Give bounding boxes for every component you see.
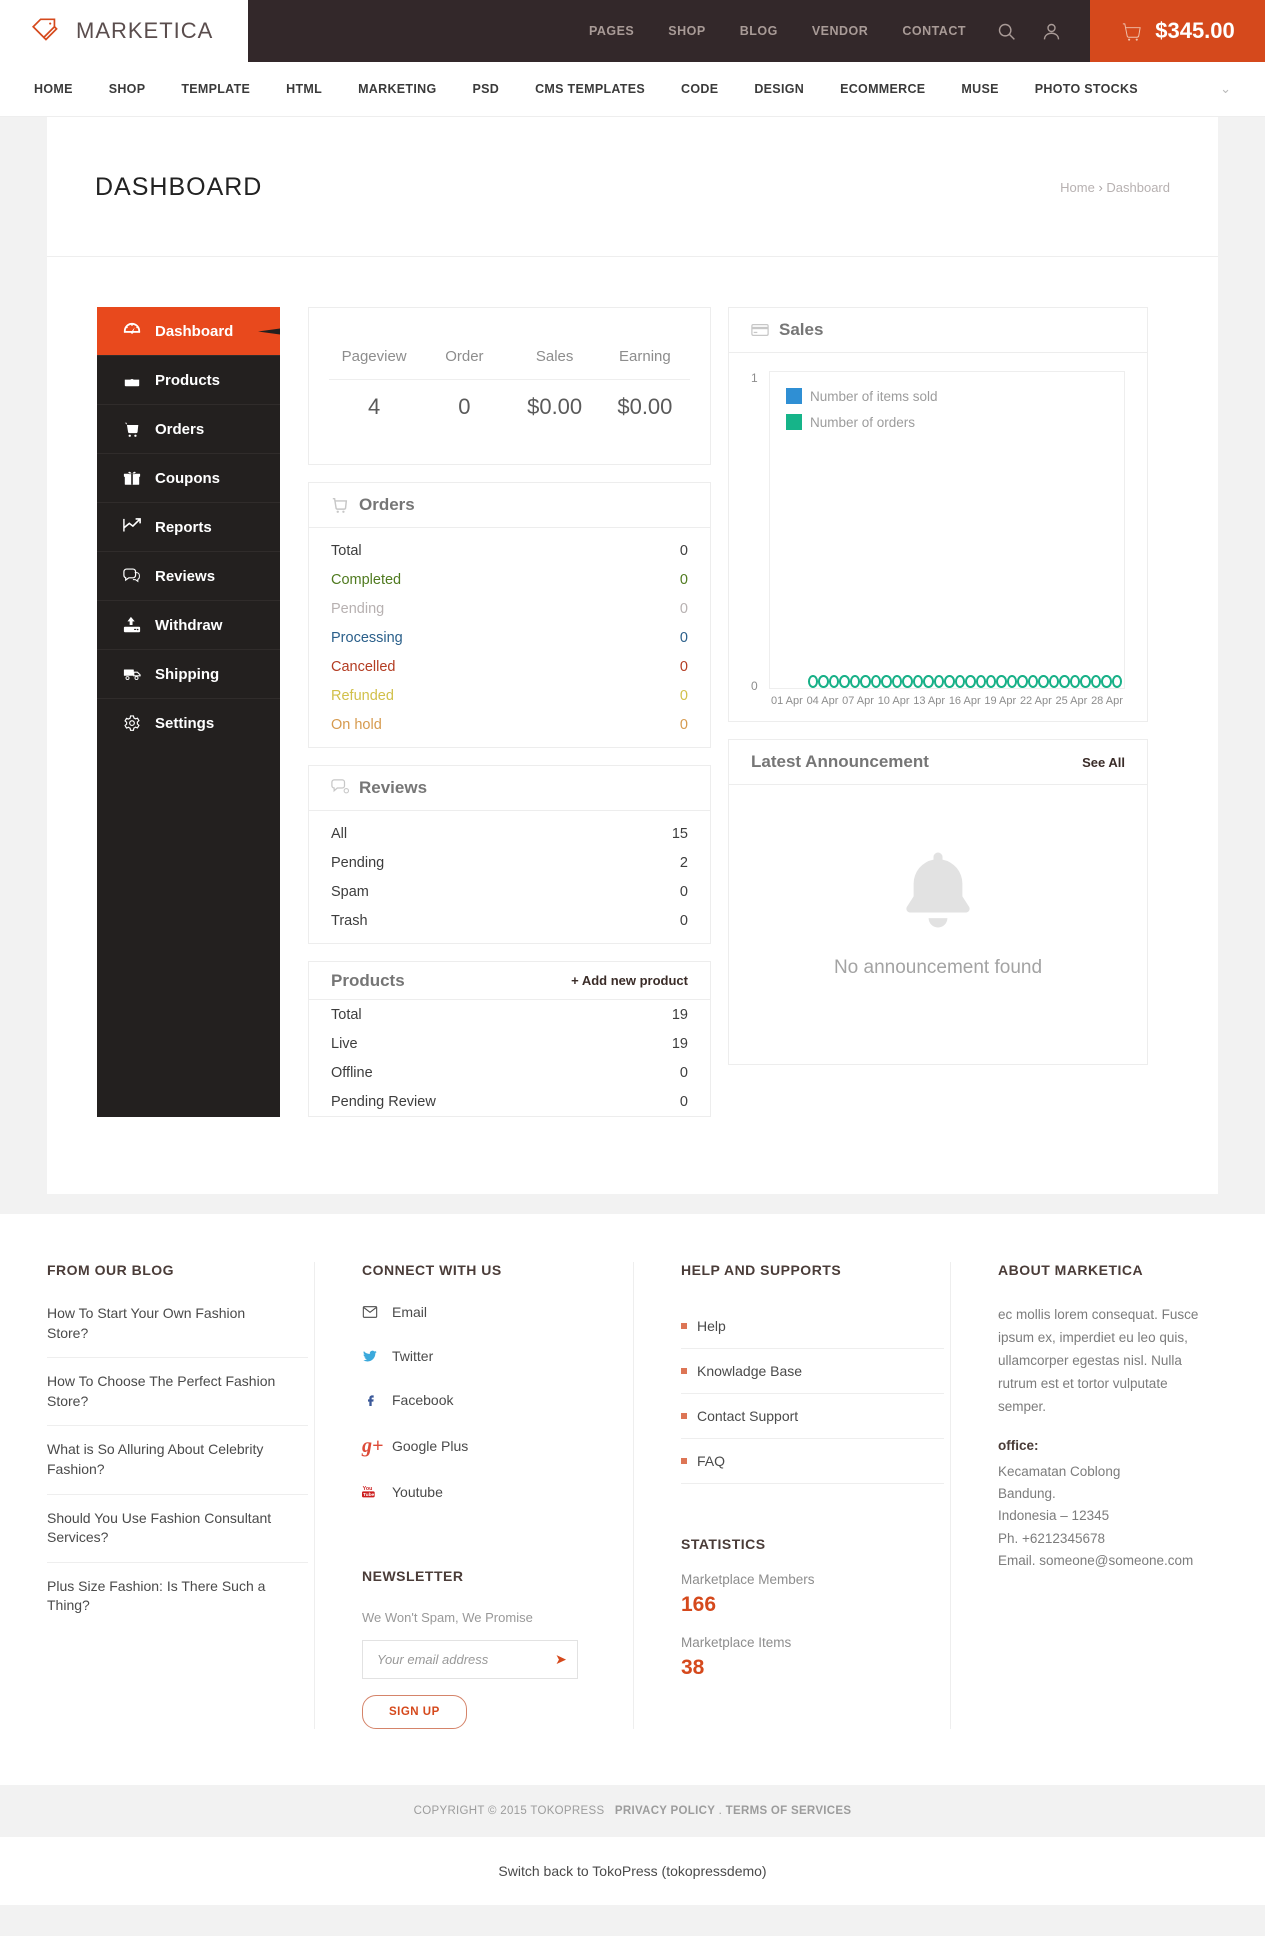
svg-text:Tube: Tube — [363, 1492, 375, 1498]
svg-text:You: You — [363, 1486, 373, 1492]
